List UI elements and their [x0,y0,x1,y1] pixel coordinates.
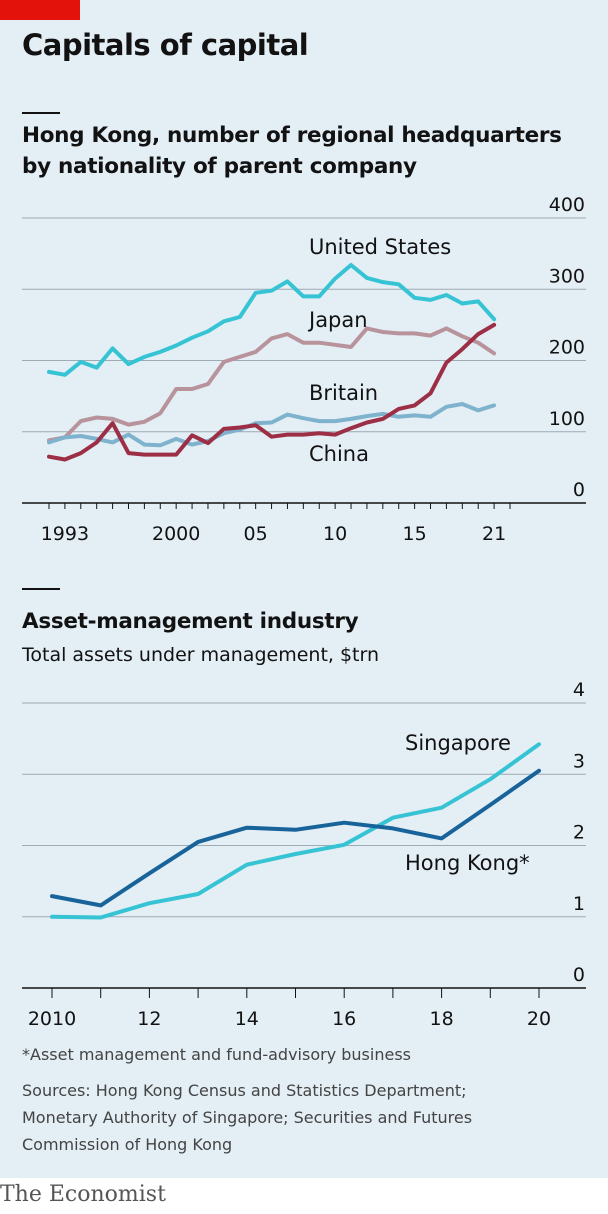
chart1-title: Hong Kong, number of regional headquarte… [22,123,562,179]
series-line-hong-kong [50,768,541,908]
y-tick-label: 400 [549,194,585,216]
x-tick-label: 2000 [152,523,200,545]
y-tick-label: 2 [573,822,585,844]
page-title: Capitals of capital [22,28,309,62]
chart-1: 0 100 200 300 400 1993 2000 05 10 15 21 United Stat… [22,194,586,545]
series-label: Singapore [405,731,511,755]
x-tick-label: 2010 [28,1008,76,1030]
sources-line: Monetary Authority of Singapore; Securit… [22,1108,473,1127]
sources-line: Commission of Hong Kong [22,1135,233,1154]
series-label: Hong Kong* [405,851,530,875]
x-tick-label: 20 [527,1008,551,1030]
series-line-singapore [50,742,541,920]
x-tick-label: 15 [403,523,427,545]
x-tick-label: 21 [482,523,506,545]
x-tick-label: 1993 [41,523,89,545]
y-tick-label: 100 [549,408,585,430]
x-tick-label: 05 [244,523,268,545]
y-tick-label: 1 [573,893,585,915]
brand-logo: The Economist [0,1182,166,1207]
series-label: China [309,442,369,466]
y-tick-label: 4 [573,679,585,701]
footnote: *Asset management and fund-advisory busi… [22,1045,411,1064]
series-line-china [47,322,497,462]
x-tick-label: 14 [235,1008,259,1030]
chart2-title: Asset-management industry [22,609,359,634]
y-tick-label: 200 [549,337,585,359]
series-label: Japan [307,308,368,332]
chart2-subtitle: Total assets under management, $trn [22,644,380,666]
x-tick-label: 10 [323,523,347,545]
sources-line: Sources: Hong Kong Census and Statistics… [22,1081,467,1100]
x-tick-label: 18 [430,1008,454,1030]
y-tick-label: 0 [573,964,585,986]
y-tick-label: 0 [573,479,585,501]
y-tick-label: 3 [573,750,585,772]
series-line-united-states [47,263,497,377]
series-label: United States [309,235,451,259]
accent-bar [0,0,80,20]
x-tick-label: 16 [332,1008,356,1030]
series-label: Britain [309,381,378,405]
series-line-japan [47,326,497,443]
chart-panel: Capitals of capital Hong Kong, number of… [0,0,608,1178]
y-tick-label: 300 [549,265,585,287]
chart1-rule [22,112,60,114]
x-tick-label: 12 [137,1008,161,1030]
chart2-rule [22,588,60,590]
sources: Sources: Hong Kong Census and Statistics… [22,1077,472,1158]
series-line-britain [47,402,497,448]
